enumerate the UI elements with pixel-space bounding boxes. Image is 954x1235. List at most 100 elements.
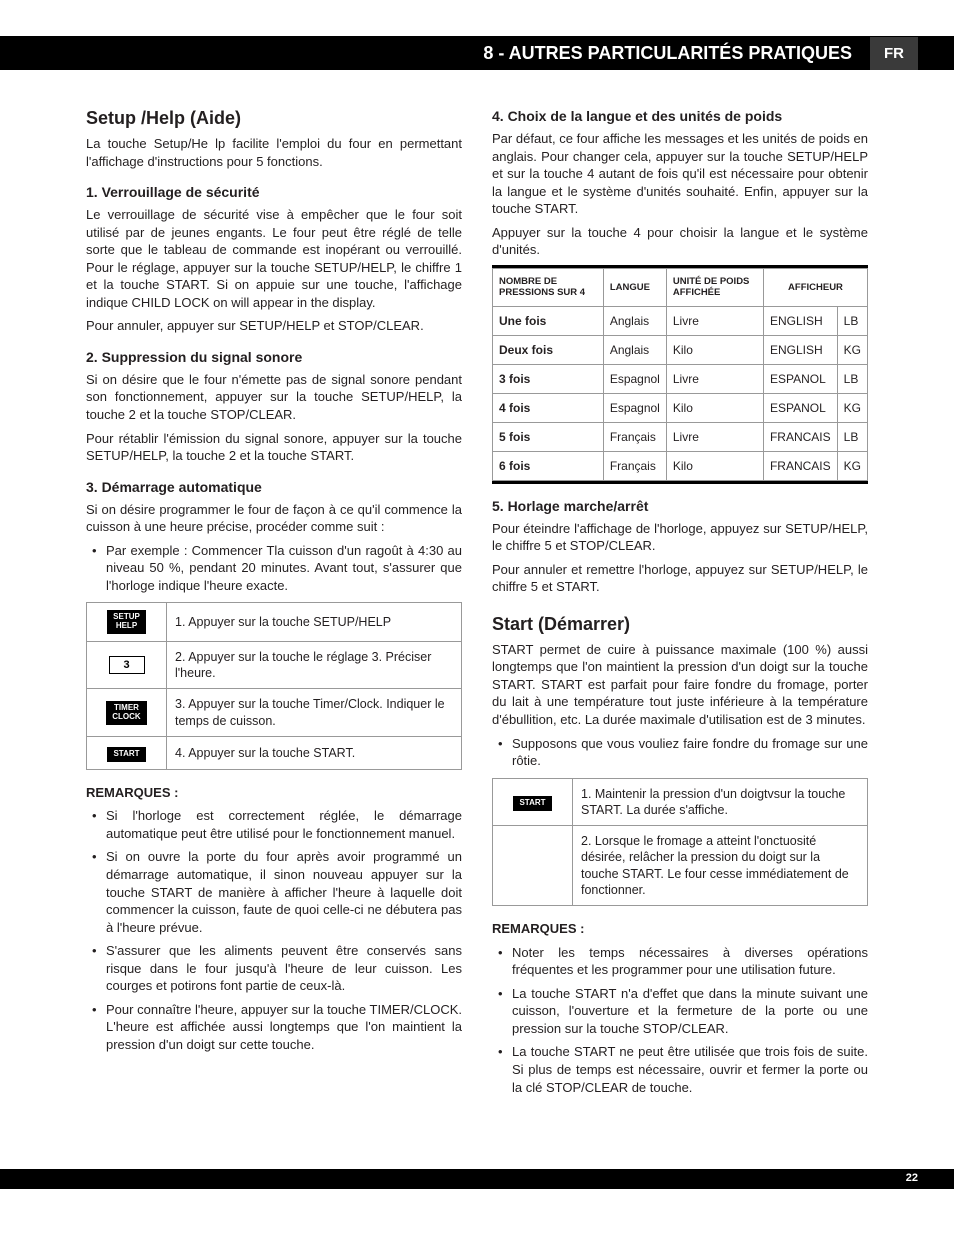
cell: KG [837,451,867,480]
page-number: 22 [906,1172,918,1184]
left-column: Setup /Help (Aide) La touche Setup/He lp… [86,98,462,1102]
heading-1: 1. Verrouillage de sécurité [86,184,462,200]
start-steps-table: START 1. Maintenir la pression d'un doig… [492,778,868,907]
footer-bar: 22 [0,1169,954,1189]
col-header: Nombre de pressions sur 4 [493,268,604,306]
body-text: Si on désire que le four n'émette pas de… [86,371,462,424]
notes-list: Si l'horloge est correctement réglée, le… [86,807,462,1053]
body-text: Si on désire programmer le four de façon… [86,501,462,536]
body-text: Pour rétablir l'émission du signal sonor… [86,430,462,465]
table-row: 3 foisEspagnolLivreESPANOLLB [493,364,868,393]
table-row: Deux foisAnglaisKiloENGLISHKG [493,335,868,364]
body-text: Appuyer sur la touche 4 pour choisir la … [492,224,868,259]
cell: 3 fois [493,364,604,393]
cell: ESPANOL [763,393,837,422]
content-columns: Setup /Help (Aide) La touche Setup/He lp… [86,30,868,1102]
body-text: Le verrouillage de sécurité vise à empêc… [86,206,462,311]
start-button-icon: START [107,747,145,762]
table-row: SETUP HELP 1. Appuyer sur la touche SETU… [87,603,462,642]
body-text: Pour éteindre l'affichage de l'horloge, … [492,520,868,555]
button-cell: TIMER CLOCK [87,689,167,737]
cell: LB [837,364,867,393]
cell: Une fois [493,306,604,335]
bullet-list: Par exemple : Commencer Tla cuisson d'un… [86,542,462,595]
col-header: Unité de poids affichée [666,268,763,306]
step-text: 4. Appuyer sur la touche START. [167,736,462,769]
body-text: Par défaut, ce four affiche les messages… [492,130,868,218]
number-3-button-icon: 3 [109,656,145,674]
cell: Kilo [666,335,763,364]
list-item: Noter les temps nécessaires à diverses o… [512,944,868,979]
list-item: Si l'horloge est correctement réglée, le… [106,807,462,842]
cell: Français [603,422,666,451]
cell: Anglais [603,306,666,335]
intro-text: La touche Setup/He lp facilite l'emploi … [86,135,462,170]
button-cell: 3 [87,641,167,689]
cell: FRANCAIS [763,451,837,480]
list-item: La touche START n'a d'effet que dans la … [512,985,868,1038]
table-header-row: Nombre de pressions sur 4 Langue Unité d… [493,268,868,306]
cell: ESPANOL [763,364,837,393]
button-cell [493,826,573,906]
notes-label: REMARQUES : [86,784,462,802]
start-button-icon: START [513,796,551,811]
heading-4: 4. Choix de la langue et des unités de p… [492,108,868,124]
section-header: 8 - AUTRES PARTICULARITÉS PRATIQUES FR [0,36,954,70]
steps-table: SETUP HELP 1. Appuyer sur la touche SETU… [86,602,462,769]
step-text: 2. Lorsque le fromage a atteint l'onctuo… [573,826,868,906]
list-item: Par exemple : Commencer Tla cuisson d'un… [106,542,462,595]
cell: 6 fois [493,451,604,480]
list-item: S'assurer que les aliments peuvent être … [106,942,462,995]
heading-setup-help: Setup /Help (Aide) [86,108,462,129]
cell: Kilo [666,393,763,422]
language-badge: FR [870,37,918,70]
step-text: 2. Appuyer sur la touche le réglage 3. P… [167,641,462,689]
timer-clock-button-icon: TIMER CLOCK [106,701,146,725]
step-text: 1. Maintenir la pression d'un doigtvsur … [573,778,868,826]
list-item: La touche START ne peut être utilisée qu… [512,1043,868,1096]
cell: Livre [666,306,763,335]
list-item: Pour connaître l'heure, appuyer sur la t… [106,1001,462,1054]
setup-help-button-icon: SETUP HELP [107,610,146,634]
table-row: 6 foisFrançaisKiloFRANCAISKG [493,451,868,480]
cell: Deux fois [493,335,604,364]
cell: Kilo [666,451,763,480]
right-column: 4. Choix de la langue et des unités de p… [492,98,868,1102]
button-cell: START [493,778,573,826]
language-table: Nombre de pressions sur 4 Langue Unité d… [492,268,868,481]
document-page: 8 - AUTRES PARTICULARITÉS PRATIQUES FR S… [0,0,954,1235]
table-row: START 1. Maintenir la pression d'un doig… [493,778,868,826]
cell: LB [837,306,867,335]
cell: LB [837,422,867,451]
table-row: TIMER CLOCK 3. Appuyer sur la touche Tim… [87,689,462,737]
cell: 5 fois [493,422,604,451]
table-row: 4 foisEspagnolKiloESPANOLKG [493,393,868,422]
cell: Livre [666,364,763,393]
heading-5: 5. Horlage marche/arrêt [492,498,868,514]
table-row: 3 2. Appuyer sur la touche le réglage 3.… [87,641,462,689]
heading-2: 2. Suppression du signal sonore [86,349,462,365]
section-title: 8 - AUTRES PARTICULARITÉS PRATIQUES [483,43,852,64]
bullet-list: Supposons que vous vouliez faire fondre … [492,735,868,770]
button-cell: SETUP HELP [87,603,167,642]
body-text: Pour annuler, appuyer sur SETUP/HELP et … [86,317,462,335]
cell: Français [603,451,666,480]
heading-start: Start (Démarrer) [492,614,868,635]
body-text: START permet de cuire à puissance maxima… [492,641,868,729]
cell: 4 fois [493,393,604,422]
body-text: Pour annuler et remettre l'horloge, appu… [492,561,868,596]
col-header: Langue [603,268,666,306]
step-text: 3. Appuyer sur la touche Timer/Clock. In… [167,689,462,737]
list-item: Si on ouvre la porte du four après avoir… [106,848,462,936]
table-row: START 4. Appuyer sur la touche START. [87,736,462,769]
notes-label: REMARQUES : [492,920,868,938]
button-cell: START [87,736,167,769]
step-text: 1. Appuyer sur la touche SETUP/HELP [167,603,462,642]
cell: ENGLISH [763,306,837,335]
table-row: 2. Lorsque le fromage a atteint l'onctuo… [493,826,868,906]
notes-list: Noter les temps nécessaires à diverses o… [492,944,868,1096]
cell: Anglais [603,335,666,364]
cell: FRANCAIS [763,422,837,451]
col-header: Afficheur [763,268,867,306]
table-row: Une foisAnglaisLivreENGLISHLB [493,306,868,335]
